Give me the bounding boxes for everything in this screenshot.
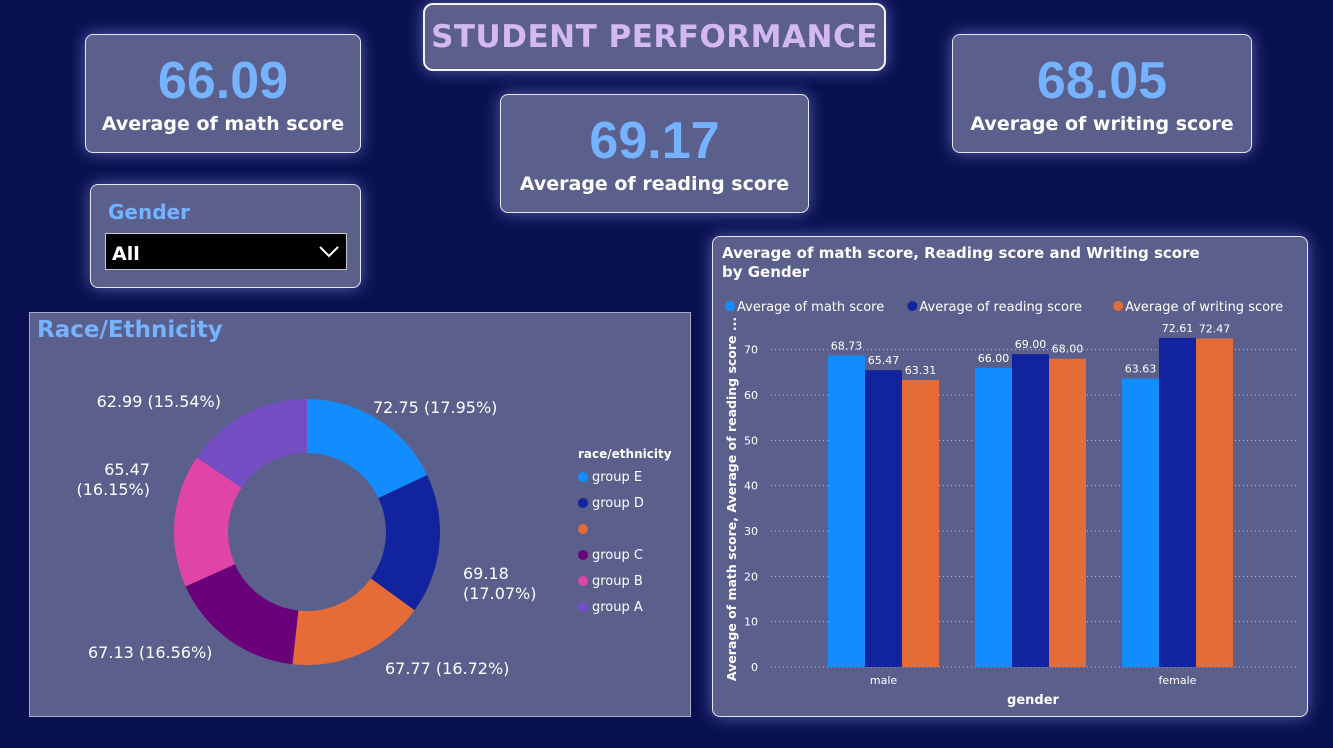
kpi-label-reading: Average of reading score — [519, 173, 790, 195]
bar[interactable] — [902, 379, 939, 667]
donut-slice-group-D[interactable] — [370, 474, 440, 611]
donut-title: Race/Ethnicity — [37, 317, 223, 343]
chevron-down-icon — [319, 245, 339, 257]
x-tick-label: female — [1159, 674, 1197, 687]
bar[interactable] — [1159, 337, 1196, 667]
y-tick-label: 50 — [744, 434, 758, 447]
bar[interactable] — [828, 355, 865, 667]
bar-legend-item[interactable]: Average of math score — [737, 300, 884, 315]
donut-legend-marker — [578, 498, 588, 508]
bar-data-label: 63.63 — [1125, 363, 1157, 376]
donut-legend-item[interactable]: group D — [592, 496, 644, 511]
donut-data-label: 69.18 (17.07%) — [463, 564, 537, 603]
donut-legend-marker — [578, 576, 588, 586]
kpi-label-writing: Average of writing score — [970, 113, 1234, 135]
bar-chart-panel: Average of math score, Reading score and… — [712, 236, 1308, 717]
donut-legend-marker — [578, 602, 588, 612]
x-tick-label: male — [870, 674, 898, 687]
bar[interactable] — [1012, 354, 1049, 667]
donut-legend-item[interactable]: group A — [592, 600, 643, 615]
y-tick-label: 40 — [744, 480, 758, 493]
donut-slice-unnamed[interactable] — [292, 578, 415, 665]
bar-data-label: 66.00 — [978, 352, 1010, 365]
bar[interactable] — [1122, 378, 1159, 667]
kpi-card-reading: 69.17 Average of reading score — [500, 94, 809, 213]
gender-dropdown-value: All — [112, 242, 140, 265]
donut-data-label: 72.75 (17.95%) — [373, 398, 497, 417]
donut-legend-item[interactable]: group C — [592, 548, 643, 563]
kpi-card-math: 66.09 Average of math score — [85, 34, 361, 153]
y-tick-label: 60 — [744, 389, 758, 402]
page-title: STUDENT PERFORMANCE — [431, 19, 878, 55]
donut-slice-group-C[interactable] — [185, 564, 299, 665]
bar-data-label: 68.73 — [831, 339, 863, 352]
kpi-value-writing: 68.05 — [1036, 52, 1168, 110]
bar-data-label: 63.31 — [905, 364, 937, 377]
bar[interactable] — [1196, 338, 1233, 667]
race-ethnicity-panel: Race/Ethnicity 72.75 (17.95%) 69.18 (17.07… — [29, 312, 691, 717]
donut-legend-title: race/ethnicity — [578, 447, 672, 461]
y-tick-label: 30 — [744, 525, 758, 538]
slicer-title: Gender — [108, 200, 190, 224]
bar-legend-marker — [725, 301, 735, 311]
kpi-label-math: Average of math score — [101, 113, 345, 135]
kpi-value-reading: 69.17 — [589, 112, 720, 170]
donut-legend-marker — [578, 472, 588, 482]
donut-slice-group-B[interactable] — [174, 457, 242, 587]
bar-legend-marker — [1113, 301, 1124, 311]
bar-data-label: 65.47 — [868, 354, 900, 367]
donut-legend-marker — [578, 524, 588, 534]
donut-legend-marker — [578, 550, 588, 560]
donut-data-label: 67.77 (16.72%) — [385, 659, 509, 678]
y-tick-label: 20 — [744, 570, 758, 583]
bar-legend-item[interactable]: Average of reading score — [919, 300, 1082, 315]
donut-data-label: 62.99 (15.54%) — [97, 392, 221, 411]
bar-data-label: 69.00 — [1015, 338, 1047, 351]
donut-legend-item[interactable]: group B — [592, 574, 643, 589]
donut-slice-group-A[interactable] — [196, 399, 307, 488]
kpi-value-math: 66.09 — [157, 52, 289, 110]
bar[interactable] — [865, 370, 902, 667]
y-axis-title: Average of math score, Average of readin… — [724, 317, 739, 681]
bar-data-label: 72.47 — [1199, 322, 1231, 335]
bar-data-label: 72.61 — [1162, 322, 1194, 335]
bar[interactable] — [975, 367, 1012, 667]
y-tick-label: 70 — [744, 344, 758, 357]
kpi-card-writing: 68.05 Average of writing score — [952, 34, 1252, 153]
donut-data-label: 65.47 (16.15%) — [77, 460, 151, 499]
donut-slice-group-E[interactable] — [307, 399, 428, 499]
bar-chart-title: Average of math score, Reading score and… — [722, 244, 1200, 281]
bar-legend-marker — [907, 301, 918, 311]
x-axis-title: gender — [1007, 693, 1060, 708]
bar-data-label: 68.00 — [1052, 343, 1084, 356]
bar-legend-item[interactable]: Average of writing score — [1125, 300, 1283, 315]
donut-chart: 72.75 (17.95%) 69.18 (17.07%) 67.77 (16.72%… — [77, 392, 672, 678]
y-tick-label: 10 — [744, 616, 758, 629]
bar-chart: Average of math score Average of reading … — [724, 300, 1299, 708]
gender-dropdown[interactable]: All — [105, 233, 347, 270]
donut-data-label: 67.13 (16.56%) — [88, 643, 212, 662]
donut-legend-item[interactable]: group E — [592, 470, 642, 485]
y-tick-label: 0 — [751, 661, 758, 674]
title-card: STUDENT PERFORMANCE — [423, 3, 886, 71]
gender-slicer: Gender All — [90, 184, 361, 288]
bar[interactable] — [1049, 358, 1086, 667]
